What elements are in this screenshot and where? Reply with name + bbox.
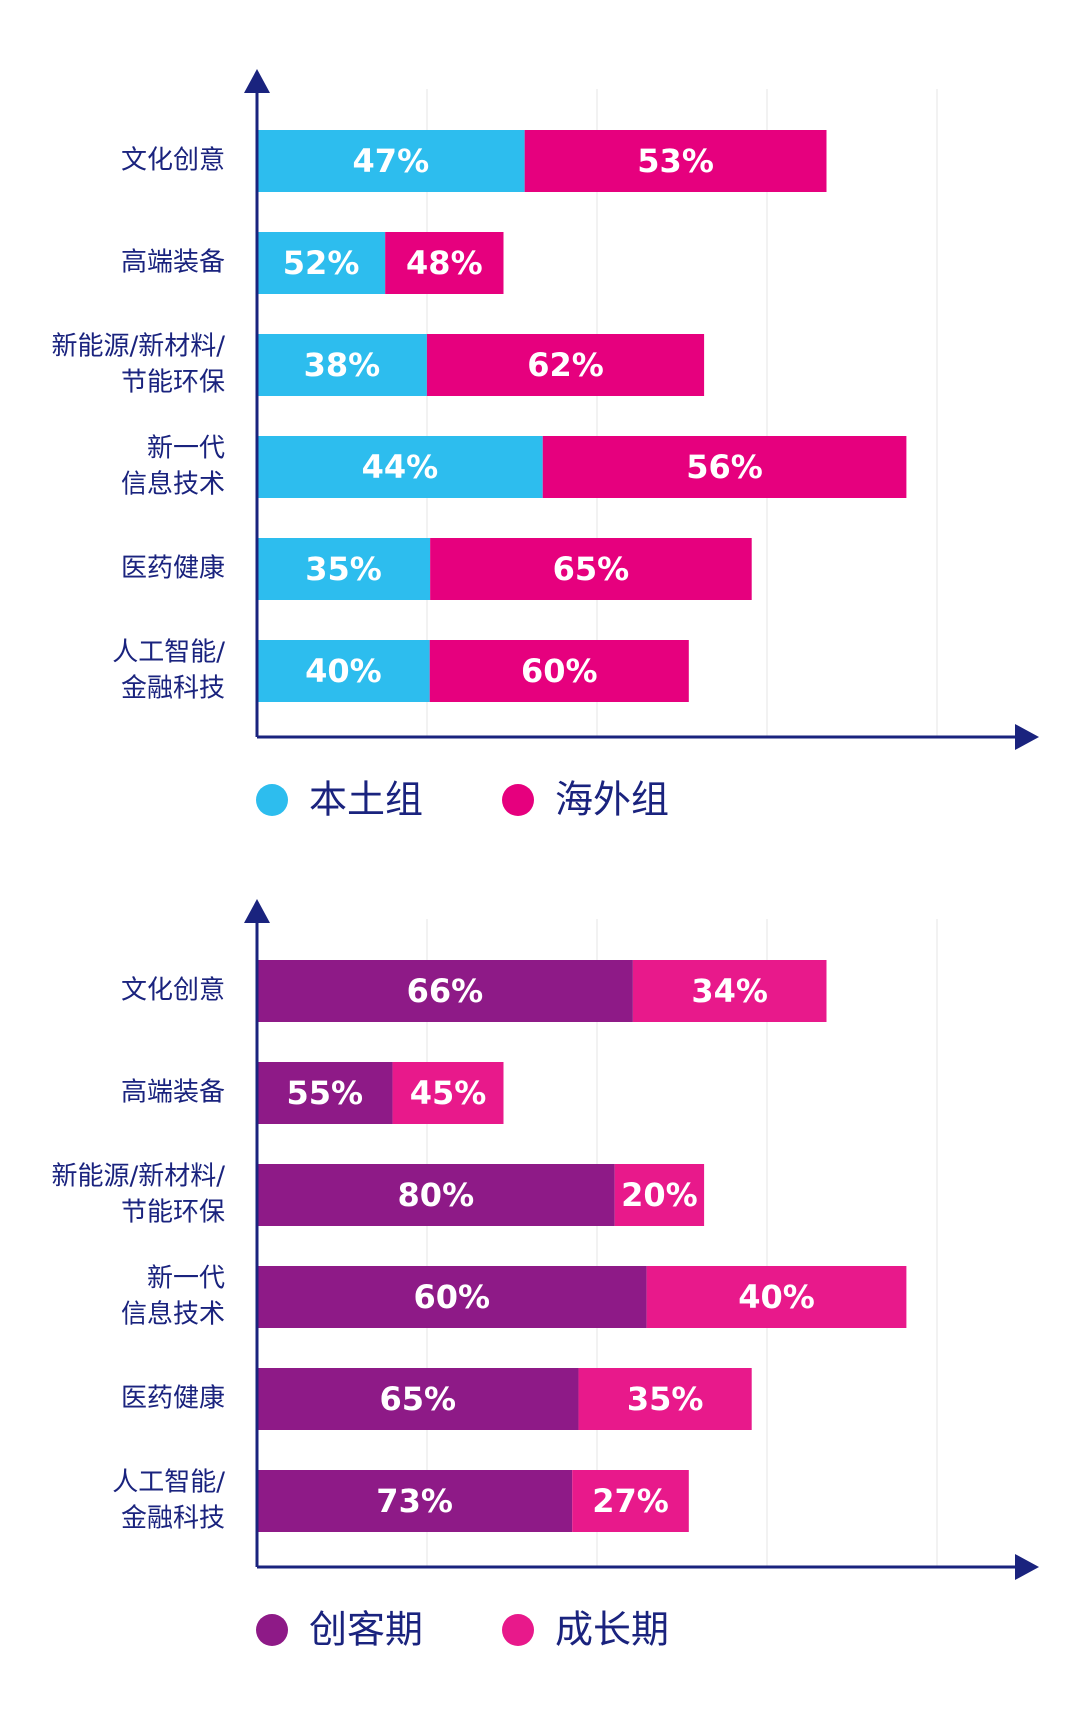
value-label: 34%: [691, 972, 768, 1010]
value-label: 35%: [627, 1380, 704, 1418]
bar-segment: [646, 1266, 907, 1328]
bar-segment: [257, 232, 386, 294]
bar-segment: [572, 1470, 689, 1532]
value-label: 45%: [410, 1074, 487, 1112]
value-label: 55%: [286, 1074, 363, 1112]
category-label: 医药健康: [121, 1384, 225, 1414]
legend-label: 海外组: [555, 778, 669, 822]
x-axis-arrow: [1015, 1554, 1039, 1580]
bar-segment: [392, 1062, 504, 1124]
value-label: 80%: [398, 1176, 475, 1214]
bar-segment: [257, 960, 633, 1022]
category-label: 文化创意: [121, 976, 225, 1006]
legend-swatch: [256, 784, 288, 816]
bar-segment: [614, 1164, 705, 1226]
bar-segment: [257, 436, 543, 498]
bar-segment: [257, 640, 430, 702]
y-axis-arrow: [244, 899, 270, 923]
category-label: 节能环保: [121, 368, 225, 398]
category-label: 医药健康: [121, 554, 225, 584]
legend-label: 成长期: [555, 1608, 669, 1652]
bar-segment: [257, 1266, 647, 1328]
bar-segment: [257, 1368, 579, 1430]
category-label: 高端装备: [121, 1078, 225, 1108]
value-label: 38%: [304, 346, 381, 384]
value-label: 53%: [637, 142, 714, 180]
value-label: 65%: [379, 1380, 456, 1418]
category-label: 金融科技: [121, 674, 225, 704]
value-label: 60%: [521, 652, 598, 690]
bar-segment: [524, 130, 827, 192]
category-label: 信息技术: [121, 1300, 225, 1330]
value-label: 27%: [592, 1482, 669, 1520]
category-label: 新一代: [147, 1264, 225, 1294]
bar-segment: [542, 436, 907, 498]
value-label: 48%: [406, 244, 483, 282]
value-label: 65%: [553, 550, 630, 588]
value-label: 35%: [305, 550, 382, 588]
category-label: 人工智能/: [112, 638, 225, 668]
category-label: 文化创意: [121, 146, 225, 176]
bar-segment: [426, 334, 705, 396]
bar-segment: [257, 130, 525, 192]
bar-segment: [385, 232, 504, 294]
legend-swatch: [502, 784, 534, 816]
category-label: 新能源/新材料/: [51, 1162, 225, 1192]
bar-segment: [257, 1164, 615, 1226]
category-label: 高端装备: [121, 248, 225, 278]
y-axis-arrow: [244, 69, 270, 93]
category-label: 新一代: [147, 434, 225, 464]
legend-label: 本土组: [309, 778, 423, 822]
legend-label: 创客期: [309, 1608, 423, 1652]
bar-segment: [430, 538, 752, 600]
value-label: 47%: [353, 142, 430, 180]
value-label: 60%: [414, 1278, 491, 1316]
bar-segment: [578, 1368, 752, 1430]
category-label: 人工智能/: [112, 1468, 225, 1498]
category-label: 新能源/新材料/: [51, 332, 225, 362]
value-label: 40%: [738, 1278, 815, 1316]
category-label: 节能环保: [121, 1198, 225, 1228]
category-label: 金融科技: [121, 1504, 225, 1534]
category-label: 信息技术: [121, 470, 225, 500]
bar-segment: [429, 640, 689, 702]
bar-segment: [257, 334, 427, 396]
value-label: 73%: [376, 1482, 453, 1520]
bar-segment: [257, 538, 431, 600]
value-label: 44%: [362, 448, 439, 486]
bar-segment: [632, 960, 827, 1022]
bar-segment: [257, 1470, 573, 1532]
legend-swatch: [502, 1614, 534, 1646]
value-label: 62%: [527, 346, 604, 384]
x-axis-arrow: [1015, 724, 1039, 750]
value-label: 56%: [686, 448, 763, 486]
value-label: 52%: [283, 244, 360, 282]
value-label: 66%: [407, 972, 484, 1010]
legend-swatch: [256, 1614, 288, 1646]
bar-segment: [257, 1062, 393, 1124]
value-label: 40%: [305, 652, 382, 690]
value-label: 20%: [621, 1176, 698, 1214]
